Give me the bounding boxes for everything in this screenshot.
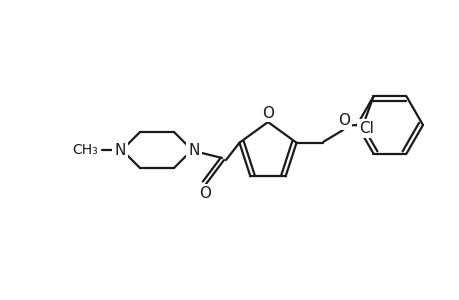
Text: N: N [188, 142, 199, 158]
Text: O: O [338, 113, 350, 128]
Text: O: O [262, 106, 274, 121]
Text: N: N [114, 142, 125, 158]
Text: Cl: Cl [358, 121, 373, 136]
Text: CH₃: CH₃ [72, 143, 98, 157]
Text: O: O [199, 185, 211, 200]
